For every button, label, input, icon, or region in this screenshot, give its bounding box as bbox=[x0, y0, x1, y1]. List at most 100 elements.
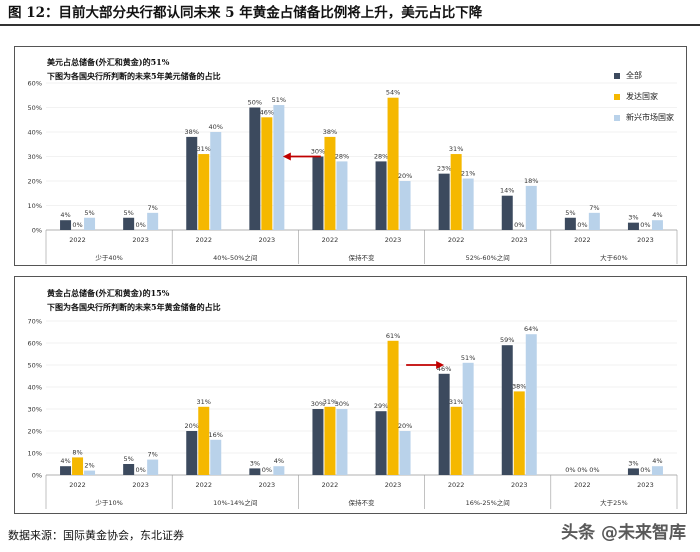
legend: 全部 发达国家 新兴市场国家 bbox=[614, 65, 674, 128]
data-label: 0% bbox=[640, 221, 650, 229]
x-tick-label: 2022 bbox=[69, 236, 86, 244]
legend-swatch-all bbox=[614, 72, 620, 79]
data-label: 59% bbox=[500, 336, 514, 344]
watermark: 头条 @未来智库 bbox=[561, 523, 686, 543]
gold-chart-panel: 0% 10% 20% 30% 40% 50% 60% 70% 4% 5% 20% 3% 30% 29% 46… bbox=[14, 276, 687, 514]
bar-all bbox=[501, 345, 513, 475]
data-label: 30% bbox=[311, 148, 325, 156]
data-label: 28% bbox=[374, 152, 388, 160]
bar-all bbox=[186, 431, 198, 475]
x-tick-label: 2022 bbox=[448, 236, 465, 244]
bar-all bbox=[438, 173, 450, 230]
data-label: 2% bbox=[84, 462, 94, 470]
data-label: 31% bbox=[197, 398, 211, 406]
bar-all bbox=[60, 466, 72, 475]
group-label: 52%-60%之间 bbox=[466, 253, 510, 262]
y-tick-label: 0% bbox=[32, 227, 42, 235]
x-tick-label: 2022 bbox=[69, 481, 86, 489]
bar-emerging bbox=[462, 178, 474, 230]
data-label: 18% bbox=[524, 177, 538, 185]
data-label: 38% bbox=[323, 128, 337, 136]
data-label: 0% bbox=[72, 221, 82, 229]
bar-developed bbox=[261, 117, 273, 230]
x-tick-label: 2023 bbox=[385, 236, 402, 244]
y-tick-label: 0% bbox=[32, 472, 42, 480]
y-tick-label: 50% bbox=[28, 104, 42, 112]
bar-all bbox=[501, 195, 513, 230]
bar-emerging bbox=[525, 334, 537, 475]
data-label: 4% bbox=[60, 211, 70, 219]
usd-chart-title: 美元占总储备(外汇和黄金)的51% bbox=[47, 57, 170, 67]
legend-item-all: 全部 bbox=[614, 65, 674, 86]
data-label: 64% bbox=[524, 325, 538, 333]
y-tick-label: 30% bbox=[28, 406, 42, 414]
data-label: 4% bbox=[652, 211, 662, 219]
data-label: 5% bbox=[565, 209, 575, 217]
usd-chart-panel: 0% 10% 20% 30% 40% 50% 60% 4% 5% 38% 50% 30% 28% 23% 1… bbox=[14, 46, 687, 266]
annotation-arrow-head bbox=[436, 361, 445, 369]
figure-title: 图 12：目前大部分央行都认同未来 5 年黄金占储备比例将上升，美元占比下降 bbox=[0, 0, 700, 26]
bar-emerging bbox=[147, 212, 159, 230]
data-label: 30% bbox=[311, 400, 325, 408]
x-tick-label: 2022 bbox=[448, 481, 465, 489]
group-label: 少于10% bbox=[95, 499, 122, 507]
data-label: 23% bbox=[437, 165, 451, 173]
bar-emerging bbox=[84, 470, 96, 475]
data-label: 7% bbox=[147, 204, 157, 212]
bar-all bbox=[627, 222, 639, 230]
group-label: 40%-50%之间 bbox=[213, 253, 257, 262]
bar-developed bbox=[324, 136, 336, 230]
data-label: 3% bbox=[628, 459, 638, 467]
bar-emerging bbox=[147, 459, 159, 475]
y-tick-label: 70% bbox=[28, 318, 42, 326]
bar-emerging bbox=[588, 212, 600, 230]
bar-emerging bbox=[651, 466, 663, 475]
gold-chart-title: 黄金占总储备(外汇和黄金)的15% bbox=[47, 288, 170, 298]
data-label: 0% bbox=[514, 221, 524, 229]
legend-item-emerging: 新兴市场国家 bbox=[614, 107, 674, 128]
bar-all bbox=[186, 136, 198, 230]
x-tick-label: 2022 bbox=[195, 481, 212, 489]
bar-all bbox=[123, 217, 135, 230]
bar-emerging bbox=[399, 431, 411, 475]
bar-emerging bbox=[336, 161, 348, 230]
y-tick-label: 20% bbox=[28, 178, 42, 186]
bar-all bbox=[312, 156, 324, 230]
data-label: 3% bbox=[628, 214, 638, 222]
group-label: 保持不变 bbox=[349, 498, 376, 507]
legend-label-emerging: 新兴市场国家 bbox=[626, 113, 674, 122]
data-label: 4% bbox=[274, 457, 284, 465]
data-label: 5% bbox=[123, 455, 133, 463]
data-label: 40% bbox=[209, 123, 223, 131]
y-tick-label: 20% bbox=[28, 428, 42, 436]
bar-developed bbox=[450, 406, 462, 475]
x-tick-label: 2022 bbox=[574, 481, 591, 489]
bar-developed bbox=[198, 406, 210, 475]
data-label: 38% bbox=[512, 382, 526, 390]
figure-source: 数据来源：国际黄金协会，东北证券 bbox=[8, 529, 184, 542]
x-tick-label: 2022 bbox=[574, 236, 591, 244]
data-label: 46% bbox=[437, 365, 451, 373]
data-label: 61% bbox=[386, 332, 400, 340]
x-tick-label: 2023 bbox=[259, 481, 276, 489]
data-label: 5% bbox=[84, 209, 94, 217]
bar-emerging bbox=[462, 362, 474, 475]
bar-developed bbox=[324, 406, 336, 475]
data-label: 4% bbox=[652, 457, 662, 465]
data-label: 7% bbox=[589, 204, 599, 212]
bar-developed bbox=[72, 457, 84, 475]
group-label: 16%-25%之间 bbox=[466, 498, 510, 507]
bar-emerging bbox=[210, 439, 222, 475]
data-label: 0% bbox=[577, 221, 587, 229]
group-label: 大于60% bbox=[600, 253, 627, 262]
bar-developed bbox=[198, 154, 210, 230]
data-label: 3% bbox=[250, 459, 260, 467]
y-tick-label: 40% bbox=[28, 384, 42, 392]
data-label: 0% bbox=[589, 466, 599, 474]
data-label: 31% bbox=[197, 145, 211, 153]
usd-chart-svg: 0% 10% 20% 30% 40% 50% 60% 4% 5% 38% 50% 30% 28% 23% 1… bbox=[28, 80, 678, 264]
annotation-arrow-head bbox=[282, 152, 291, 161]
bar-emerging bbox=[336, 409, 348, 475]
data-label: 51% bbox=[461, 354, 475, 362]
legend-swatch-emerging bbox=[614, 114, 620, 121]
